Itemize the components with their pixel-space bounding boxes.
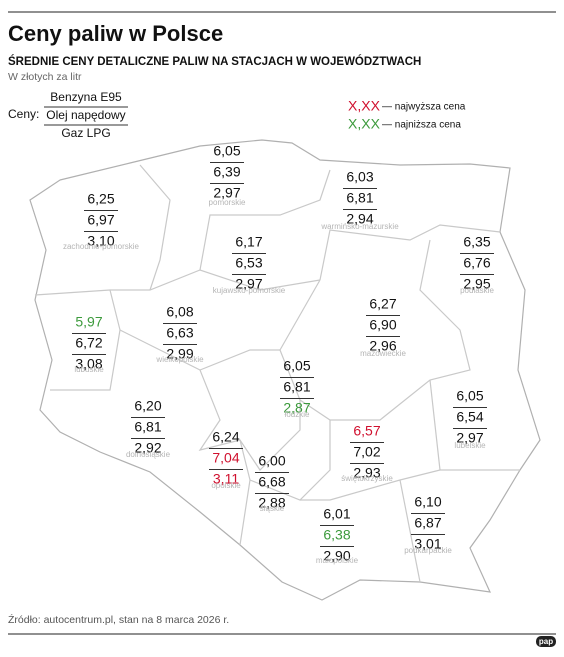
border xyxy=(399,479,421,583)
region-name: śląskie xyxy=(260,504,285,513)
price: 6,90 xyxy=(369,317,396,333)
regions: 6,056,392,97pomorskie6,036,812,94warmińs… xyxy=(63,143,494,565)
border xyxy=(34,269,321,296)
price: 6,68 xyxy=(258,474,285,490)
border xyxy=(300,469,520,501)
price: 6,10 xyxy=(414,494,441,510)
price: 2,95 xyxy=(463,276,490,292)
price: 6,05 xyxy=(456,388,483,404)
region-name: lubelskie xyxy=(454,441,486,450)
border xyxy=(249,420,331,501)
price: 2,93 xyxy=(353,465,380,481)
price: 7,04 xyxy=(212,450,239,466)
price: 7,02 xyxy=(353,444,380,460)
subtitle: ŚREDNIE CENY DETALICZNE PALIW NA STACJAC… xyxy=(8,55,421,68)
price: 6,08 xyxy=(166,304,193,320)
price: 6,81 xyxy=(346,190,373,206)
price: 3,11 xyxy=(213,471,239,487)
price: 2,87 xyxy=(283,400,310,416)
price: 6,00 xyxy=(258,453,285,469)
border xyxy=(429,379,441,471)
region-name: kujawsko-pomorskie xyxy=(213,286,286,295)
border xyxy=(139,164,171,291)
region-name: mazowieckie xyxy=(360,349,406,358)
unit: W złotych za litr xyxy=(8,71,82,83)
map xyxy=(29,139,541,601)
price: 2,88 xyxy=(258,495,285,511)
region-name: małopolskie xyxy=(316,556,359,565)
price: 2,96 xyxy=(369,338,396,354)
border xyxy=(119,329,280,371)
price: 2,97 xyxy=(235,276,262,292)
legend-label: Ceny: xyxy=(8,107,39,121)
price: 6,03 xyxy=(346,169,373,185)
region-name: podlaskie xyxy=(460,286,494,295)
price: 6,53 xyxy=(235,255,262,271)
source: Źródło: autocentrum.pl, stan na 8 marca … xyxy=(8,613,229,626)
legend-fuel: Gaz LPG xyxy=(61,126,110,140)
price: 6,20 xyxy=(134,398,161,414)
price: 6,35 xyxy=(463,234,490,250)
region-name: lubuskie xyxy=(74,365,104,374)
logo-box xyxy=(536,636,556,647)
price: 6,01 xyxy=(323,506,350,522)
price: 3,08 xyxy=(75,356,102,372)
price: 6,27 xyxy=(369,296,396,312)
price: 6,72 xyxy=(75,335,102,351)
price: 6,76 xyxy=(463,255,490,271)
region-name: warmińsko-mazurskie xyxy=(320,222,399,231)
price: 2,99 xyxy=(166,346,193,362)
price: 2,97 xyxy=(213,185,240,201)
legend-sample: X,XX xyxy=(348,116,381,132)
legend-text: — najniższa cena xyxy=(382,120,461,131)
legend-text: — najwyższa cena xyxy=(382,102,466,113)
region-name: dolnośląskie xyxy=(126,450,171,459)
legend-fuel: Olej napędowy xyxy=(46,108,125,122)
legend-fuel: Benzyna E95 xyxy=(50,90,122,104)
region-name: podkarpackie xyxy=(404,546,452,555)
price: 6,57 xyxy=(353,423,380,439)
price: 2,97 xyxy=(456,430,483,446)
price: 2,92 xyxy=(134,440,161,456)
region-name: zachodnio-pomorskie xyxy=(63,242,140,251)
price: 6,05 xyxy=(213,143,240,159)
price: 2,94 xyxy=(346,211,373,227)
logo: pap xyxy=(539,637,553,646)
price: 5,97 xyxy=(75,314,102,330)
region-name: pomorskie xyxy=(209,198,246,207)
price: 6,87 xyxy=(414,515,441,531)
price: 6,97 xyxy=(87,212,114,228)
region-name: łódzkie xyxy=(285,410,310,419)
region-name: wielkopolskie xyxy=(155,355,204,364)
price: 6,81 xyxy=(283,379,310,395)
price: 6,24 xyxy=(212,429,239,445)
legend-sample: X,XX xyxy=(348,98,381,114)
region-name: świętokrzyskie xyxy=(341,474,393,483)
price: 6,63 xyxy=(166,325,193,341)
border xyxy=(319,224,501,281)
price: 6,39 xyxy=(213,164,240,180)
price: 6,25 xyxy=(87,191,114,207)
price: 6,17 xyxy=(235,234,262,250)
price: 6,05 xyxy=(283,358,310,374)
price: 3,10 xyxy=(87,233,114,249)
legend-fuels: Benzyna E95 Olej napędowy Gaz LPG xyxy=(44,90,128,140)
price: 3,01 xyxy=(414,536,441,552)
price: 6,54 xyxy=(456,409,483,425)
price: 6,38 xyxy=(323,527,350,543)
country-outline xyxy=(29,139,541,601)
title: Ceny paliw w Polsce xyxy=(8,21,223,46)
border xyxy=(279,239,471,421)
region-name: opolskie xyxy=(211,481,241,490)
border xyxy=(50,289,121,391)
price: 6,81 xyxy=(134,419,161,435)
price: 2,90 xyxy=(323,548,350,564)
border xyxy=(199,169,331,271)
